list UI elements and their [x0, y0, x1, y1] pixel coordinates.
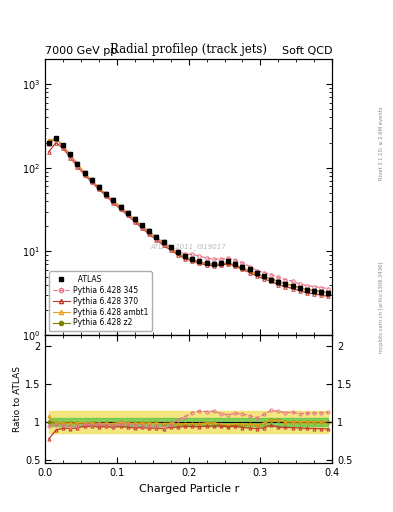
Title: Radial profileρ (track jets): Radial profileρ (track jets) — [110, 44, 267, 56]
Text: Soft QCD: Soft QCD — [282, 46, 332, 56]
X-axis label: Charged Particle r: Charged Particle r — [138, 484, 239, 494]
Text: 7000 GeV pp: 7000 GeV pp — [45, 46, 118, 56]
Text: Rivet 3.1.10; ≥ 2.6M events: Rivet 3.1.10; ≥ 2.6M events — [379, 106, 384, 180]
Text: ATLAS_2011_I919017: ATLAS_2011_I919017 — [151, 243, 226, 250]
Text: mcplots.cern.ch [arXiv:1306.3436]: mcplots.cern.ch [arXiv:1306.3436] — [379, 262, 384, 353]
Y-axis label: Ratio to ATLAS: Ratio to ATLAS — [13, 366, 22, 432]
Legend:   ATLAS, Pythia 6.428 345, Pythia 6.428 370, Pythia 6.428 ambt1, Pythia 6.428 z2: ATLAS, Pythia 6.428 345, Pythia 6.428 37… — [49, 271, 152, 331]
